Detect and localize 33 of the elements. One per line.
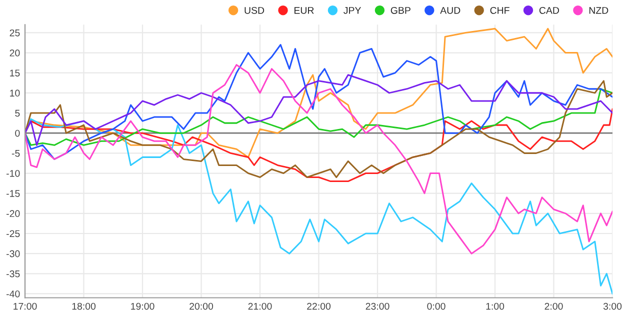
legend-label: JPY (344, 7, 362, 14)
x-tick-label: 18:00 (72, 302, 96, 310)
y-tick-label: -15 (6, 190, 20, 197)
y-tick-label: -20 (6, 210, 20, 218)
legend-label: USD (244, 6, 264, 14)
y-tick-label: -25 (6, 230, 20, 238)
x-tick-label: 19:00 (131, 302, 154, 310)
y-tick-label: 25 (10, 29, 20, 36)
y-tick-label: 20 (10, 50, 20, 56)
y-tick-label: 5 (15, 110, 20, 117)
legend-label: NZD (589, 7, 608, 14)
x-tick-label: 22:00 (307, 302, 331, 310)
x-tick-label: 21:00 (248, 302, 272, 310)
y-tick-label: -35 (6, 270, 20, 278)
y-tick-label: -30 (6, 250, 20, 258)
y-tick-label: -10 (6, 170, 20, 177)
x-tick-label: 2:00 (544, 302, 563, 310)
legend-label: AUD (440, 7, 460, 14)
y-tick-label: -40 (6, 290, 20, 298)
y-tick-label: 15 (10, 70, 20, 76)
legend-label: GBP (390, 6, 410, 14)
x-tick-label: 20:00 (190, 302, 214, 310)
legend-label: CHF (490, 6, 510, 14)
y-tick-label: -5 (12, 150, 20, 157)
legend-label: CAD (539, 6, 559, 14)
x-tick-label: 17:00 (14, 302, 37, 310)
x-tick-label: 0:00 (427, 302, 446, 310)
x-tick-label: 3:00 (603, 302, 622, 310)
y-tick-label: 10 (10, 90, 20, 97)
x-tick-label: 23:00 (366, 302, 390, 310)
x-tick-label: 1:00 (486, 302, 504, 310)
y-tick-label: 0 (15, 130, 20, 137)
legend-label: EUR (294, 7, 314, 14)
